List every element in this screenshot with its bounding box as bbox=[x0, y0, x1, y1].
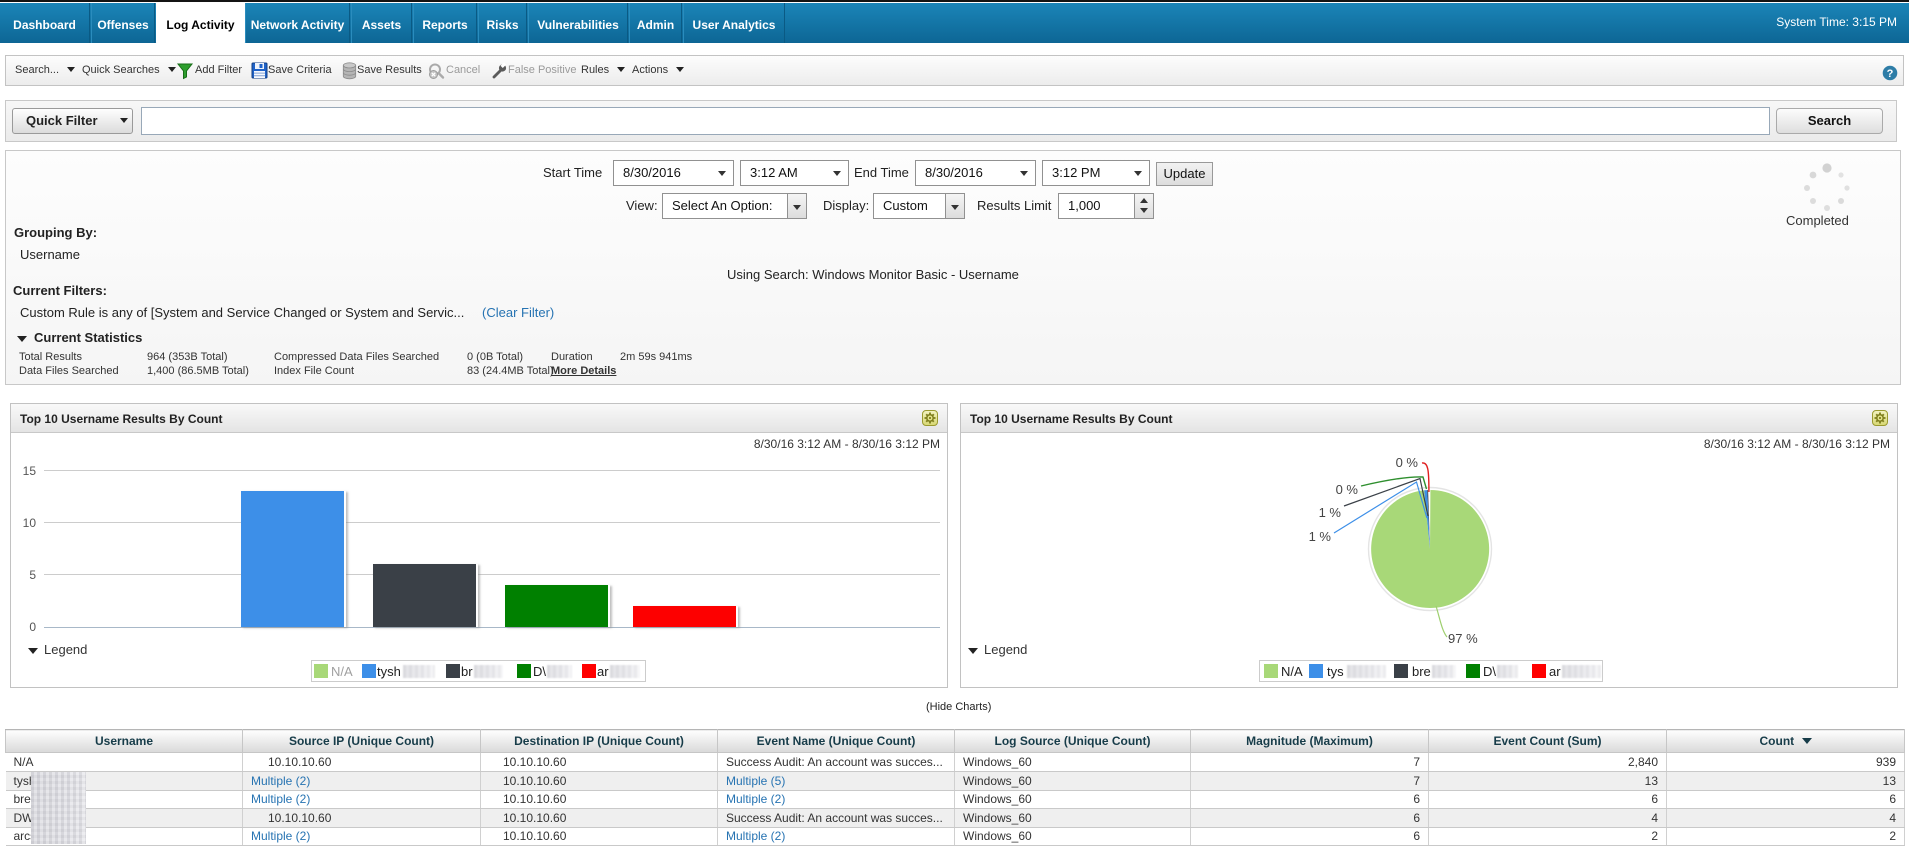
svg-text:0 %: 0 % bbox=[1396, 455, 1419, 470]
svg-text:?: ? bbox=[1887, 68, 1894, 80]
svg-text:97 %: 97 % bbox=[1448, 631, 1478, 646]
svg-text:1 %: 1 % bbox=[1309, 529, 1332, 544]
svg-text:0 %: 0 % bbox=[1336, 482, 1359, 497]
svg-text:1 %: 1 % bbox=[1319, 505, 1342, 520]
